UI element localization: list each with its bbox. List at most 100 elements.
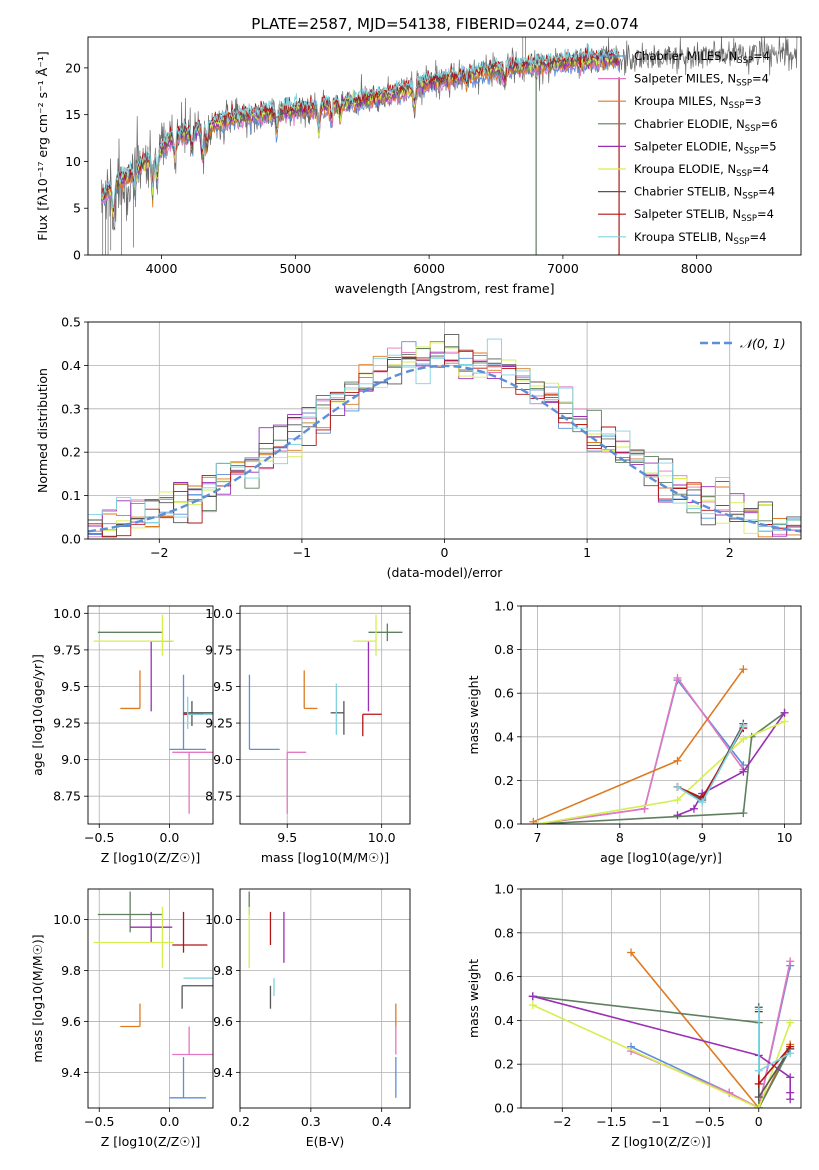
legend-count: =5 <box>760 139 777 153</box>
axes-border <box>520 605 802 825</box>
y-tick-label: 0.6 <box>494 686 514 701</box>
x-tick-label: 8000 <box>681 261 713 276</box>
weight-marker <box>673 782 682 791</box>
ticks: 7 8 9 10 0.0 0.2 0.4 0.6 0.8 1.0 <box>494 599 792 846</box>
x-axis-label: E(B-V) <box>306 1134 345 1149</box>
x-axis-label: mass [log10(M/M☉)] <box>261 850 389 865</box>
axes-frame <box>239 605 411 825</box>
y-axis-label: Normed distribution <box>35 368 50 493</box>
legend-count: =6 <box>761 117 778 131</box>
residual-histogram-kroupa-stelib <box>88 338 801 532</box>
legend-subscript: SSP <box>734 237 750 247</box>
weight-marker <box>529 817 538 824</box>
grid <box>240 606 410 824</box>
errorbar-kroupa-miles <box>303 670 318 710</box>
x-tick-label: −2 <box>553 1114 571 1129</box>
legend-count: =4 <box>752 162 769 176</box>
weight-marker <box>739 721 748 730</box>
y-tick-label: 8.75 <box>53 789 81 804</box>
y-tick-label: 0.1 <box>61 488 81 503</box>
panel-weight_vs_Z: −2 −1.5 −1 −0.5 0 0.0 0.2 0.4 0.6 0.8 1.0 Z [log10(… <box>466 882 802 1149</box>
x-tick-label: 0 <box>755 1114 763 1129</box>
weight-marker <box>698 798 707 807</box>
weight-marker <box>673 756 682 765</box>
model-spectrum-kroupa-miles <box>101 56 620 222</box>
x-tick-label: 9 <box>698 830 706 845</box>
legend-entry: Kroupa STELIB, NSSP=4 <box>634 230 766 247</box>
y-tick-label: 9.4 <box>61 1065 81 1080</box>
errorbar-chabrier-miles <box>169 674 206 751</box>
weight-marker <box>673 673 682 682</box>
y-tick-label: 9.0 <box>213 752 233 767</box>
legend-subscript: SSP <box>742 192 758 202</box>
panel-age_vs_mass: 9.5 10.0 8.75 9.0 9.25 9.5 9.75 10.0 mass [log10… <box>205 605 411 865</box>
weight-marker <box>739 767 748 776</box>
weight-marker <box>754 1005 763 1014</box>
y-tick-label: 10.0 <box>205 606 233 621</box>
x-tick-label: 10.0 <box>368 830 396 845</box>
y-tick-label: 15 <box>65 107 81 122</box>
y-tick-label: 10 <box>65 154 81 169</box>
y-tick-label: 10.0 <box>53 606 81 621</box>
weight-marker <box>673 811 682 820</box>
axes-frame <box>520 888 802 1109</box>
y-tick-label: 0 <box>73 248 81 263</box>
panel-spectrum: 4000 5000 6000 7000 8000 0 5 10 15 20 wavelength [… <box>35 36 802 296</box>
errorbar-chabrier-miles <box>169 1057 206 1099</box>
residual-histogram-chabrier-stelib <box>88 333 801 538</box>
legend-subscript: SSP <box>741 214 757 224</box>
errorbar-salpeter-miles <box>172 751 213 814</box>
y-axis-label: Flux [fλ10⁻¹⁷ erg cm⁻² s⁻¹ Å⁻¹] <box>35 51 50 240</box>
panel-residuals: −2 −1 0 1 2 0.0 0.1 0.2 0.3 0.4 0.5 (data-model)/er… <box>35 315 802 580</box>
plot-area <box>101 37 798 255</box>
y-tick-label: 0.0 <box>494 1101 514 1116</box>
x-tick-label: −1 <box>293 545 311 560</box>
x-tick-label: 0.3 <box>301 1114 321 1129</box>
weight-marker <box>528 992 537 1001</box>
residual-legend: 𝒩(0, 1) <box>700 336 786 351</box>
axes-border <box>239 888 411 1109</box>
grid <box>88 889 213 1108</box>
weight-marker <box>528 1001 537 1010</box>
x-tick-label: 8 <box>616 830 624 845</box>
x-axis-label: age [log10(age/yr)] <box>600 850 722 865</box>
y-tick-label: 9.8 <box>213 963 233 978</box>
errorbar-salpeter-elodie <box>130 911 173 943</box>
y-tick-label: 0.4 <box>494 729 514 744</box>
y-tick-label: 9.4 <box>213 1065 233 1080</box>
y-tick-label: 20 <box>65 60 81 75</box>
y-tick-label: 9.25 <box>53 716 81 731</box>
weight-marker <box>754 1066 763 1075</box>
weight-line-kroupa-miles <box>533 668 745 823</box>
plot-area <box>93 614 213 814</box>
legend-count: =4 <box>749 230 766 244</box>
model-spectrum-kroupa-stelib <box>101 44 620 209</box>
x-tick-label: 0 <box>441 545 449 560</box>
weight-line-salpeter-miles <box>537 677 745 824</box>
axes-border <box>239 605 411 825</box>
x-axis-label: Z [log10(Z/Z☉)] <box>101 850 201 865</box>
x-tick-label: 10 <box>777 830 793 845</box>
weight-line-chabrier-miles <box>537 679 745 824</box>
x-axis-label: wavelength [Angstrom, rest frame] <box>334 281 554 296</box>
y-tick-label: 0.2 <box>61 445 81 460</box>
y-tick-label: 0.8 <box>494 642 514 657</box>
legend-entry: 𝒩(0, 1) <box>740 336 786 351</box>
grid <box>239 889 410 1108</box>
legend-entry: Salpeter STELIB, NSSP=4 <box>634 207 774 224</box>
y-axis-label: mass weight <box>466 959 481 1038</box>
y-tick-label: 0.6 <box>494 969 514 984</box>
plot-area <box>93 891 213 1099</box>
y-tick-label: 9.6 <box>61 1014 81 1029</box>
plot-area <box>248 891 397 1098</box>
legend-count: =4 <box>758 185 775 199</box>
panel-mass_vs_ebv: 0.2 0.3 0.4 9.4 9.6 9.8 10.0 E(B-V) <box>205 888 411 1149</box>
weight-marker <box>739 809 748 818</box>
weight-line-kroupa-elodie <box>532 1004 791 1108</box>
x-tick-label: 4000 <box>146 261 178 276</box>
ticks: −0.5 0.0 8.75 9.0 9.25 9.5 9.75 10.0 <box>53 606 179 845</box>
legend-entry: Kroupa MILES, NSSP=3 <box>634 94 761 111</box>
axes-frame <box>87 605 214 825</box>
panel-weight_vs_age: 7 8 9 10 0.0 0.2 0.4 0.6 0.8 1.0 age [log10(age/yr… <box>466 599 802 865</box>
